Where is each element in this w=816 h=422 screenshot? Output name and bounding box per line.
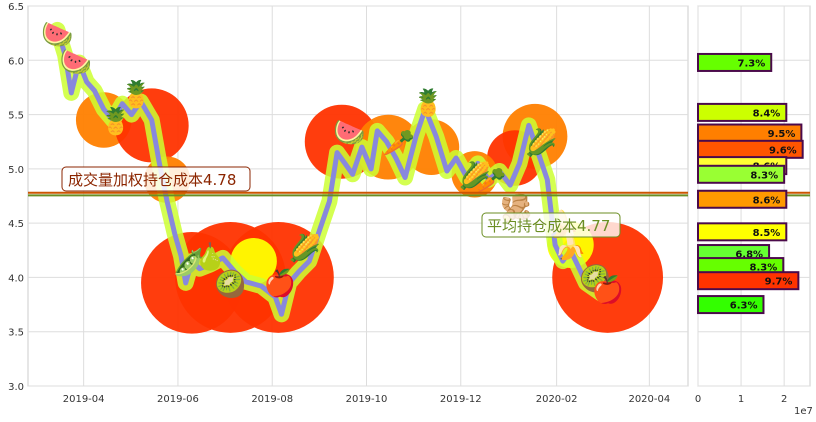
volume-bar bbox=[697, 222, 788, 242]
x-tick-label: 2019-04 bbox=[63, 394, 105, 405]
x-tick-label: 2020-04 bbox=[628, 394, 670, 405]
volume-bar-label: 8.4% bbox=[753, 108, 781, 119]
y-tick-label: 4.0 bbox=[8, 273, 24, 284]
cost-reference-layer: 成交量加权持仓成本4.78 平均持仓成本4.77 bbox=[28, 166, 688, 238]
volume-profile-bars: 7.3%8.4%9.5%9.6%8.6%8.3%8.6%8.5%6.8%8.3%… bbox=[697, 52, 804, 315]
y-tick-label: 3.0 bbox=[8, 382, 24, 393]
average-cost-label-box bbox=[481, 212, 621, 238]
y-tick-label: 5.0 bbox=[8, 165, 24, 176]
watermelon-icon: 🍉 bbox=[41, 20, 73, 50]
volume-x-tick-labels: 0 1 2 bbox=[695, 394, 788, 405]
volume-bar-label: 9.6% bbox=[769, 145, 797, 156]
weighted-cost-label-box bbox=[61, 166, 251, 192]
pineapple-icon: 🍍 bbox=[412, 88, 444, 119]
weighted-cost-label: 成交量加权持仓成本4.78 bbox=[68, 171, 236, 189]
x-tick-label: 2 bbox=[781, 394, 787, 405]
volume-bar-label: 8.5% bbox=[753, 228, 781, 239]
pear-icon: 🍐 bbox=[194, 242, 226, 273]
volume-bar bbox=[697, 52, 773, 72]
x-tick-label: 0 bbox=[695, 394, 701, 405]
pea-pod-icon: 🫛 bbox=[173, 247, 205, 278]
x-tick-label: 2019-08 bbox=[251, 394, 293, 405]
average-cost-label: 平均持仓成本4.77 bbox=[487, 217, 610, 235]
x-tick-label: 1 bbox=[738, 394, 744, 405]
volume-scale-label: 1e7 bbox=[794, 406, 813, 417]
x-tick-label: 2019-12 bbox=[440, 394, 482, 405]
x-tick-label: 2019-06 bbox=[157, 394, 199, 405]
corn-icon: 🌽 bbox=[459, 159, 491, 191]
volume-bar-label: 7.3% bbox=[737, 58, 765, 69]
kiwi-icon: 🥝 bbox=[214, 267, 246, 300]
volume-bar bbox=[697, 164, 786, 184]
volume-bar bbox=[697, 271, 800, 291]
carrot-icon: 🥕 bbox=[383, 129, 415, 159]
price-series-layer bbox=[49, 21, 610, 323]
volume-bar-label: 9.5% bbox=[768, 129, 796, 140]
corn-icon: 🌽 bbox=[288, 232, 320, 264]
kiwi-icon: 🥝 bbox=[579, 261, 611, 294]
volume-bar-label: 6.3% bbox=[730, 301, 758, 312]
carrot-icon: 🥕 bbox=[474, 167, 506, 197]
volume-bar-label: 8.6% bbox=[753, 195, 781, 206]
volume-bar-label: 8.3% bbox=[750, 170, 778, 181]
apple-icon: 🍎 bbox=[591, 273, 623, 305]
volume-bar-label: 8.3% bbox=[750, 263, 778, 274]
volume-bar bbox=[697, 295, 765, 315]
pineapple-icon: 🍍 bbox=[120, 79, 152, 110]
y-tick-label: 3.5 bbox=[8, 328, 24, 339]
x-tick-label: 2020-02 bbox=[536, 394, 578, 405]
y-tick-label: 6.5 bbox=[8, 2, 24, 13]
pineapple-icon: 🍍 bbox=[100, 106, 132, 137]
watermelon-icon: 🍉 bbox=[60, 47, 92, 77]
volume-bar bbox=[697, 189, 788, 209]
corn-icon: 🌽 bbox=[525, 127, 557, 159]
date-x-tick-labels: 2019-04 2019-06 2019-08 2019-10 2019-12 2020-… bbox=[63, 394, 671, 405]
apple-icon: 🍎 bbox=[264, 267, 296, 299]
price-y-tick-labels: 3.0 3.5 4.0 4.5 5.0 5.5 6.0 6.5 bbox=[8, 2, 24, 393]
volume-bar bbox=[697, 102, 788, 122]
volume-bar-label: 6.8% bbox=[735, 250, 763, 261]
y-tick-label: 6.0 bbox=[8, 56, 24, 67]
x-tick-label: 2019-10 bbox=[346, 394, 388, 405]
price-chart-panel: 🍉🍉🍍🍍🫛🍐🥝🍎🌽🍉🥕🍍🌽🥕🫚🌽🍌🍌🥝🍎 成交量加权持仓成本4.78平均持仓成本… bbox=[8, 2, 689, 405]
watermelon-slice-icon: 🍉 bbox=[333, 118, 365, 148]
volume-profile-panel: 7.3%8.4%9.5%9.6%8.6%8.3%8.6%8.5%6.8%8.3%… bbox=[695, 5, 813, 417]
y-tick-label: 5.5 bbox=[8, 111, 24, 122]
volume-bar-label: 9.7% bbox=[765, 277, 793, 288]
y-tick-label: 4.5 bbox=[8, 219, 24, 230]
